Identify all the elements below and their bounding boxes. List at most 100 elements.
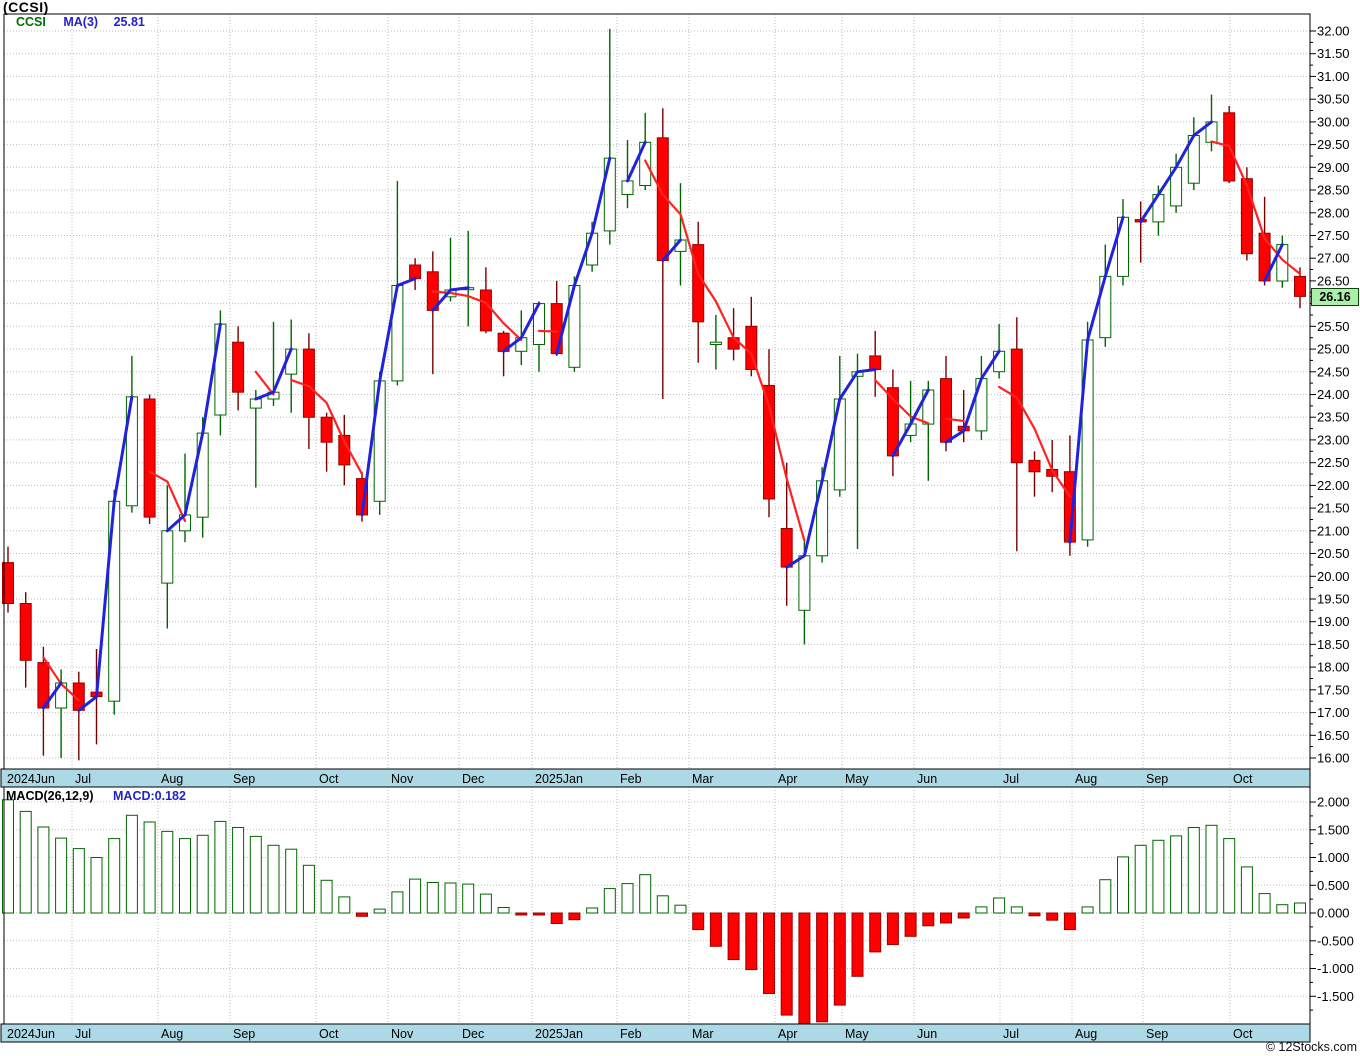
svg-text:18.00: 18.00 — [1317, 660, 1350, 675]
svg-text:Apr: Apr — [778, 1027, 797, 1041]
macd-bar — [391, 891, 404, 914]
macd-bar — [904, 912, 917, 937]
macd-bar — [709, 912, 722, 947]
macd-bar — [639, 874, 652, 914]
svg-text:May: May — [845, 1027, 869, 1041]
svg-text:Jul: Jul — [1003, 1027, 1019, 1041]
macd-bar — [479, 893, 492, 914]
macd-bar — [621, 883, 634, 914]
macd-bar — [90, 857, 103, 914]
candle — [727, 337, 740, 350]
macd-bar — [143, 821, 156, 914]
macd-bar — [1134, 844, 1147, 914]
svg-text:1.500: 1.500 — [1317, 822, 1350, 837]
macd-bar — [851, 912, 864, 977]
svg-text:26.50: 26.50 — [1317, 273, 1350, 288]
svg-text:Sep: Sep — [1146, 772, 1168, 786]
svg-text:19.50: 19.50 — [1317, 591, 1350, 606]
macd-bar — [568, 912, 581, 921]
macd-bar — [603, 888, 616, 914]
macd-bar — [727, 912, 740, 961]
candle — [1240, 178, 1253, 255]
svg-text:Mar: Mar — [692, 1027, 714, 1041]
macd-bar — [1276, 904, 1289, 914]
candle — [409, 264, 422, 280]
svg-text:28.00: 28.00 — [1317, 205, 1350, 220]
svg-text:Aug: Aug — [161, 772, 183, 786]
macd-params: MACD(26,12,9) — [6, 789, 94, 803]
svg-text:Aug: Aug — [1075, 772, 1097, 786]
macd-bar — [214, 820, 227, 914]
ma3-line — [537, 329, 558, 333]
macd-bar — [72, 848, 85, 914]
macd-bar — [798, 912, 811, 1024]
macd-legend: MACD(26,12,9) MACD:0.182 — [6, 789, 186, 803]
last-price-badge: 26.16 — [1311, 288, 1359, 306]
macd-bar — [533, 912, 545, 916]
candle — [161, 530, 174, 584]
svg-text:Oct: Oct — [319, 1027, 339, 1041]
macd-bar — [2, 799, 14, 914]
svg-text:31.00: 31.00 — [1317, 69, 1350, 84]
candle — [550, 303, 563, 355]
close-trend-line — [360, 277, 417, 517]
svg-text:Jul: Jul — [75, 772, 91, 786]
candle — [320, 416, 333, 443]
candle — [993, 350, 1006, 373]
svg-text:Feb: Feb — [620, 772, 642, 786]
candle — [1294, 275, 1306, 297]
ma-value: 25.81 — [113, 15, 145, 29]
macd-bar — [409, 878, 422, 914]
price-plot-border — [3, 13, 1311, 770]
candle — [940, 378, 952, 443]
svg-text:2.000: 2.000 — [1317, 795, 1350, 810]
svg-text:22.00: 22.00 — [1317, 478, 1350, 493]
candle — [302, 348, 315, 418]
svg-text:24.00: 24.00 — [1317, 387, 1350, 402]
close-trend-line — [626, 140, 647, 183]
macd-bar — [55, 837, 68, 914]
candle — [780, 528, 793, 568]
close-trend-line — [944, 349, 1001, 444]
svg-text:Jul: Jul — [1003, 772, 1019, 786]
macd-bar — [674, 904, 687, 914]
svg-text:2024Jun: 2024Jun — [7, 772, 55, 786]
svg-text:24.50: 24.50 — [1317, 364, 1350, 379]
svg-text:16.50: 16.50 — [1317, 728, 1350, 743]
svg-text:Jun: Jun — [917, 772, 937, 786]
svg-text:19.00: 19.00 — [1317, 614, 1350, 629]
macd-bar — [302, 864, 315, 914]
macd-bar — [922, 912, 935, 927]
macd-bar — [462, 883, 475, 914]
svg-text:27.00: 27.00 — [1317, 251, 1350, 266]
svg-text:Nov: Nov — [391, 772, 414, 786]
macd-bar — [267, 844, 280, 914]
candle — [869, 355, 882, 370]
svg-text:Sep: Sep — [233, 772, 255, 786]
svg-text:0.000: 0.000 — [1317, 906, 1350, 921]
macd-bar — [196, 834, 209, 914]
macd-bar — [586, 907, 599, 914]
ma3-line — [148, 470, 187, 523]
svg-text:2025Jan: 2025Jan — [535, 1027, 583, 1041]
candle — [19, 603, 32, 661]
macd-bar — [975, 906, 988, 914]
candle — [2, 562, 14, 604]
macd-bar — [515, 912, 528, 916]
macd-plot-border — [3, 786, 1311, 1025]
macd-bar — [833, 912, 846, 1006]
svg-text:Dec: Dec — [462, 1027, 484, 1041]
close-trend-line — [1139, 120, 1213, 224]
macd-bar — [1240, 866, 1253, 914]
macd-bar — [957, 912, 970, 919]
price-legend: CCSI MA(3) 25.81 — [16, 15, 145, 29]
svg-text:2025Jan: 2025Jan — [535, 772, 583, 786]
svg-text:18.50: 18.50 — [1317, 637, 1350, 652]
svg-text:Feb: Feb — [620, 1027, 642, 1041]
candle — [232, 341, 245, 393]
ma3-line — [874, 379, 930, 425]
macd-bar — [869, 912, 882, 953]
macd-bar — [179, 838, 191, 914]
macd-bar — [1010, 906, 1023, 914]
ma-label: MA(3) — [63, 15, 99, 29]
